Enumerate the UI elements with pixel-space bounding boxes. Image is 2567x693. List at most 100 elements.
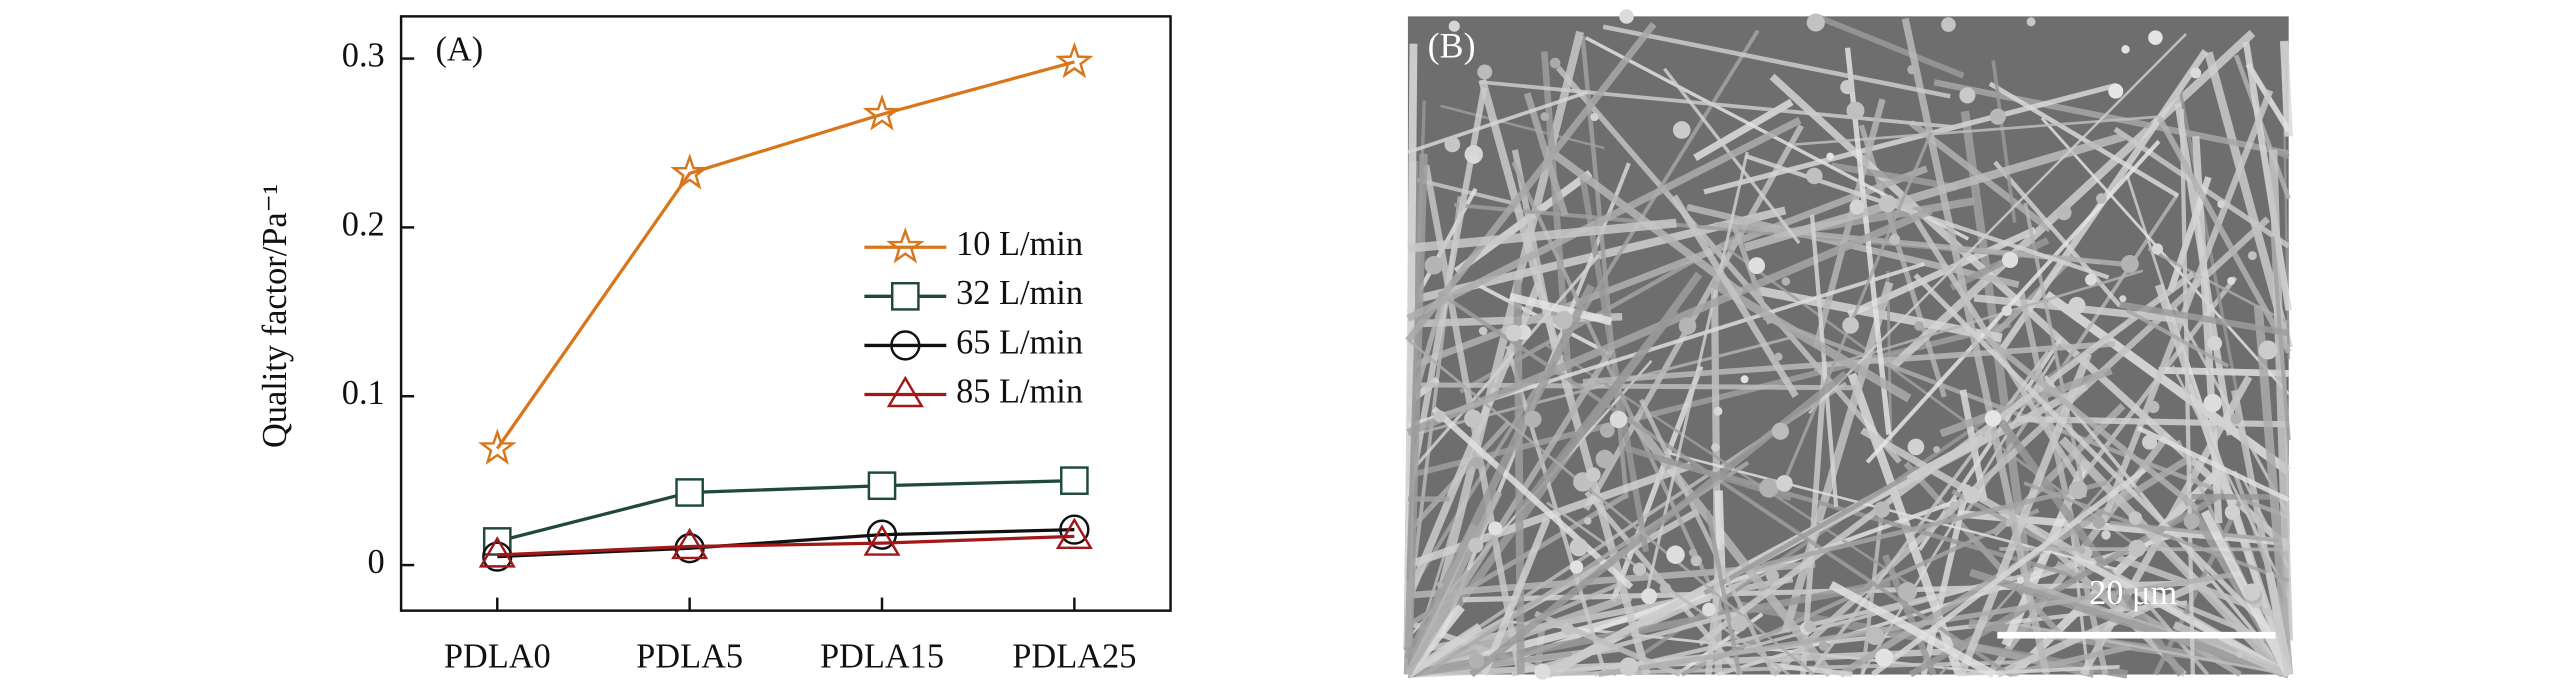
fiber <box>1406 165 1928 371</box>
bead <box>1963 486 1981 504</box>
x-tick-label: PDLA15 <box>820 638 944 676</box>
bead <box>1433 410 1446 423</box>
bead <box>2230 413 2242 425</box>
square-marker <box>867 471 897 501</box>
legend-label: 65 L/min <box>956 323 1083 361</box>
fiber <box>1744 153 2110 280</box>
fiber <box>1988 81 2180 198</box>
fiber <box>1407 338 1815 676</box>
series-line <box>495 60 1075 450</box>
circle-marker <box>890 330 921 361</box>
fiber <box>1480 517 1551 676</box>
bead <box>1524 410 1542 428</box>
sem-image: (B) 20 μm <box>1403 9 2294 680</box>
bead <box>1806 167 1823 185</box>
x-tick-label: PDLA0 <box>444 638 551 676</box>
y-axis-label: Quality factor/Pa⁻¹ <box>256 184 294 448</box>
triangle-marker <box>671 527 709 560</box>
bead <box>1590 112 1599 122</box>
bead <box>2120 255 2139 273</box>
bead <box>2121 45 2130 54</box>
fiber <box>1769 662 1853 678</box>
fiber <box>1913 273 2291 651</box>
fiber <box>1903 461 2072 647</box>
bead <box>1804 620 1816 633</box>
bead <box>1609 410 1628 429</box>
bead <box>1444 136 1461 153</box>
triangle-marker <box>886 375 924 408</box>
bead <box>1561 622 1574 636</box>
fiber <box>1781 281 1894 634</box>
bead <box>2151 243 2164 255</box>
bead <box>2056 205 2072 221</box>
bead <box>1865 626 1885 646</box>
fiber <box>1760 480 2108 568</box>
bead <box>1583 517 1592 525</box>
bead <box>1595 449 1615 469</box>
bead <box>2183 513 2200 530</box>
bead <box>2016 576 2025 584</box>
bead <box>2026 17 2036 27</box>
bead <box>2224 504 2241 520</box>
bead <box>1599 422 1615 438</box>
bead <box>1641 588 1658 605</box>
bead <box>2092 516 2106 529</box>
bead <box>1781 277 1791 286</box>
fiber <box>1610 365 1704 603</box>
fiber <box>2270 236 2291 441</box>
bead <box>1766 569 1780 583</box>
series-line <box>496 479 1075 544</box>
bead <box>1878 194 1897 213</box>
bead <box>1846 101 1865 120</box>
fiber <box>1523 92 1569 217</box>
fiber <box>1730 223 1773 325</box>
panel-label: (A) <box>435 30 483 68</box>
bead <box>2236 650 2244 658</box>
bead <box>1959 87 1976 104</box>
bead <box>1585 467 1601 483</box>
bead <box>1933 445 1941 453</box>
bead <box>1540 112 1550 121</box>
bead <box>1941 17 1956 32</box>
bead <box>2190 67 2202 79</box>
circle-marker <box>866 519 898 550</box>
fiber <box>1404 490 1503 677</box>
fiber <box>1513 279 1525 675</box>
bead <box>1471 456 1484 469</box>
star-marker <box>670 153 709 190</box>
bead <box>1774 352 1783 361</box>
x-tick-label: PDLA25 <box>1012 638 1136 676</box>
fiber <box>1808 33 2187 414</box>
fiber <box>2279 40 2293 137</box>
legend-label: 32 L/min <box>956 274 1083 312</box>
fiber <box>1697 271 2196 646</box>
fiber <box>1639 398 1776 676</box>
scale-bar-label: 20 μm <box>2089 574 2177 612</box>
fiber <box>1743 588 1966 651</box>
series-line <box>497 534 1075 557</box>
bead <box>1678 317 1697 335</box>
bead <box>1469 153 1480 164</box>
fiber <box>1703 474 1908 596</box>
fiber <box>1969 568 2290 679</box>
bead <box>2258 340 2278 360</box>
bead <box>2203 393 2222 413</box>
fiber <box>1871 464 2151 677</box>
circle-marker <box>1059 514 1090 545</box>
legend-label: 10 L/min <box>956 225 1083 263</box>
bead <box>1436 581 1444 588</box>
bead <box>1907 438 1925 456</box>
bead <box>1619 9 1634 24</box>
bead <box>1740 375 1749 384</box>
bead <box>1849 199 1865 215</box>
fiber <box>1407 90 1588 154</box>
bead <box>1632 562 1647 576</box>
fiber <box>1703 82 2118 195</box>
fiber <box>1743 132 2126 252</box>
fiber <box>1990 252 2077 339</box>
bead <box>1875 648 1894 667</box>
fiber <box>1680 508 2040 677</box>
fiber <box>1671 194 1799 398</box>
bead <box>2108 83 2124 99</box>
fiber <box>2157 116 2292 354</box>
